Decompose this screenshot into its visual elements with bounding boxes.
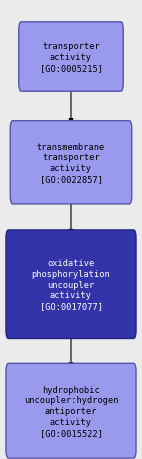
FancyBboxPatch shape	[6, 230, 136, 339]
Text: transmembrane
transporter
activity
[GO:0022857]: transmembrane transporter activity [GO:0…	[37, 142, 105, 184]
Text: oxidative
phosphorylation
uncoupler
activity
[GO:0017077]: oxidative phosphorylation uncoupler acti…	[32, 258, 110, 311]
FancyBboxPatch shape	[10, 121, 132, 205]
FancyBboxPatch shape	[19, 22, 123, 92]
FancyBboxPatch shape	[6, 364, 136, 458]
Text: hydrophobic
uncoupler:hydrogen
antiporter
activity
[GO:0015522]: hydrophobic uncoupler:hydrogen antiporte…	[24, 385, 118, 437]
Text: transporter
activity
[GO:0005215]: transporter activity [GO:0005215]	[39, 42, 103, 73]
